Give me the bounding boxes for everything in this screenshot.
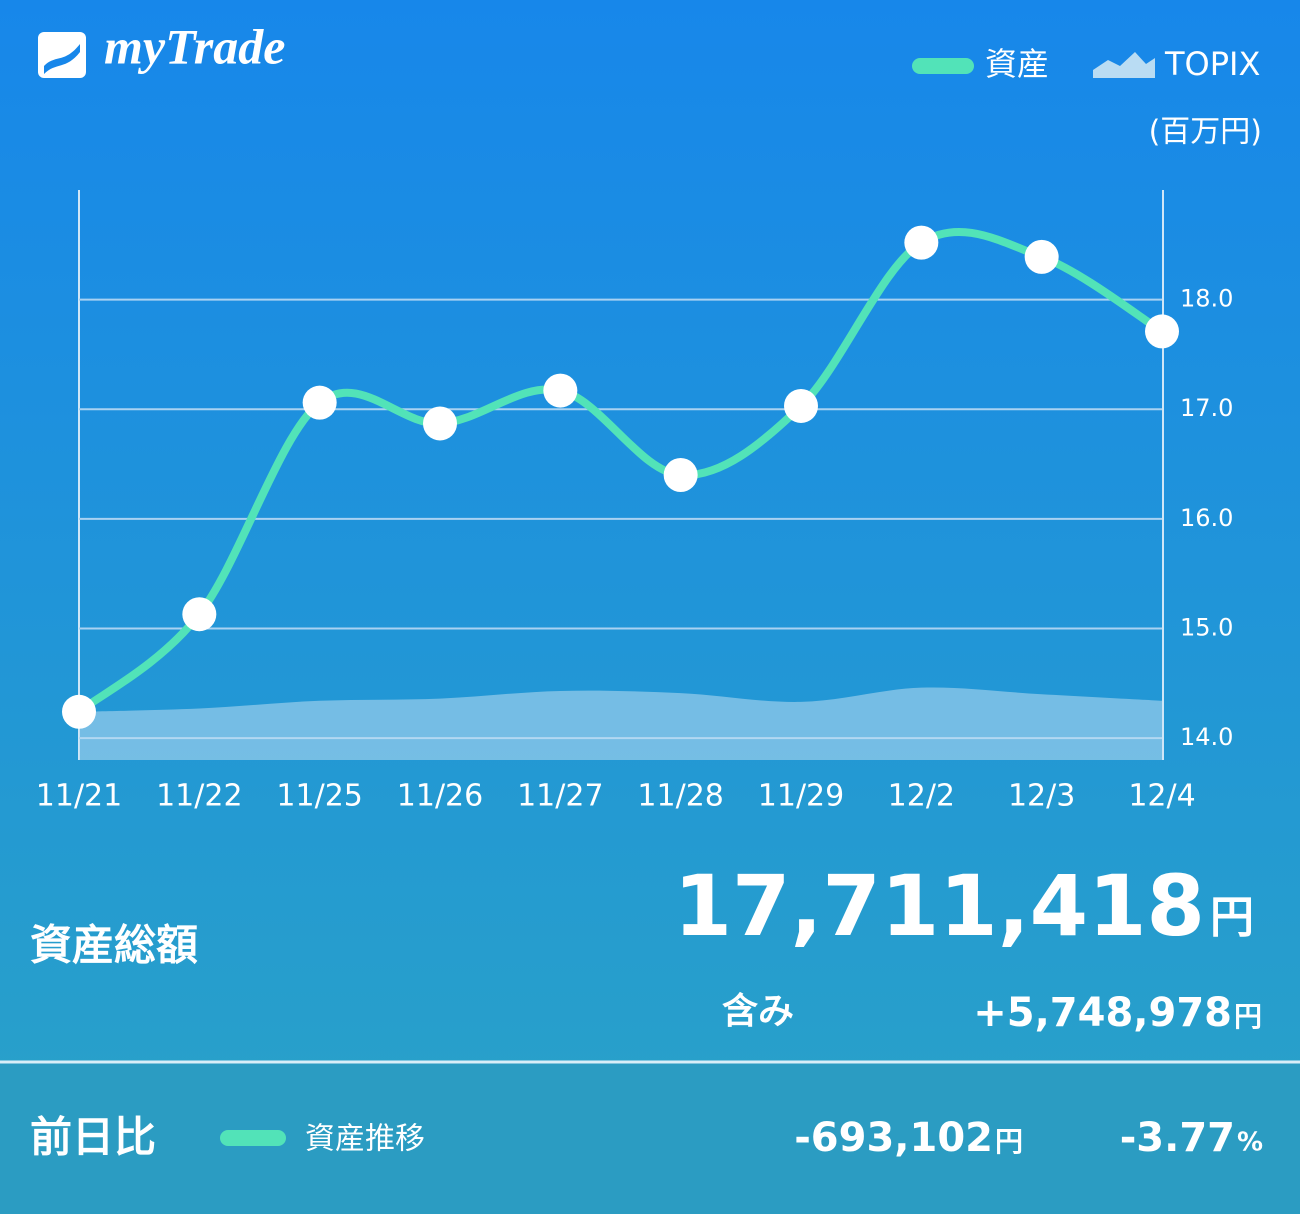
x-tick-label: 11/27 — [517, 779, 603, 814]
total-value: 17,711,418 — [674, 857, 1205, 955]
daily-percent: -3.77 — [1120, 1115, 1235, 1161]
x-tick-label: 12/4 — [1128, 779, 1195, 814]
y-tick-label: 15.0 — [1180, 613, 1233, 641]
legend-swatch — [1093, 52, 1155, 78]
y-tick-label: 18.0 — [1180, 285, 1233, 313]
topix-area — [79, 687, 1162, 760]
x-tick-label: 11/22 — [156, 779, 242, 814]
asset-point — [904, 225, 939, 260]
daily-label: 前日比 — [30, 1113, 156, 1162]
x-tick-label: 11/26 — [397, 779, 483, 814]
asset-point — [423, 406, 457, 441]
asset-point — [302, 385, 337, 420]
y-tick-label: 17.0 — [1180, 394, 1233, 422]
x-tick-label: 11/21 — [36, 779, 122, 814]
unrealized-unit: 円 — [1234, 1000, 1262, 1033]
legend-label: TOPIX — [1164, 45, 1260, 83]
asset-point — [663, 458, 698, 492]
x-tick-label: 12/2 — [888, 779, 955, 814]
unrealized-value: +5,748,978 — [973, 990, 1232, 1036]
asset-point — [784, 388, 818, 423]
y-axis-unit: (百万円) — [1149, 115, 1262, 150]
asset-point — [182, 597, 217, 632]
x-tick-label: 11/29 — [758, 779, 844, 814]
x-tick-label: 11/25 — [276, 779, 362, 814]
y-tick-label: 14.0 — [1180, 723, 1233, 751]
asset-line — [76, 227, 1165, 715]
asset-point — [62, 694, 96, 729]
logo-icon — [38, 32, 86, 78]
legend-label: 資産 — [985, 45, 1049, 83]
daily-band — [0, 1062, 1300, 1214]
y-tick-label: 16.0 — [1180, 504, 1233, 532]
daily-legend: 資産推移 — [305, 1122, 425, 1157]
asset-point — [543, 373, 578, 408]
asset-point — [1145, 314, 1179, 349]
total-label: 資産総額 — [30, 921, 198, 970]
total-unit: 円 — [1210, 892, 1254, 943]
logo: myTrade — [104, 18, 285, 74]
unrealized-label: 含み — [722, 991, 794, 1032]
daily-percent-unit: % — [1237, 1128, 1263, 1158]
daily-change: -693,102 — [794, 1115, 993, 1161]
asset-point — [1024, 239, 1059, 274]
x-tick-label: 11/28 — [637, 779, 723, 814]
x-tick-label: 12/3 — [1008, 779, 1075, 814]
daily-change-unit: 円 — [995, 1125, 1023, 1158]
